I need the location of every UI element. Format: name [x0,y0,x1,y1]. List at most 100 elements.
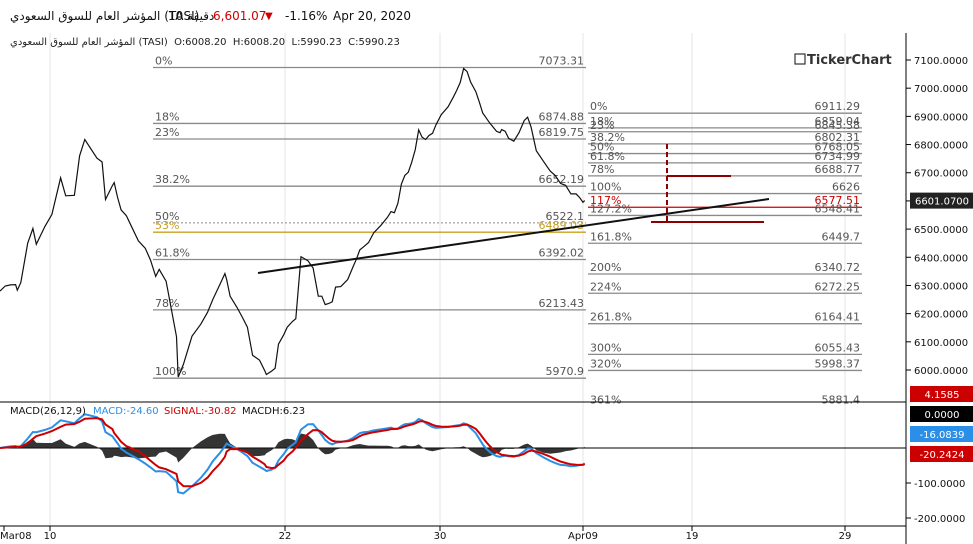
fib2-level-pct: 261.8% [590,311,632,324]
fib2-level-value: 6164.41 [815,311,861,324]
fib2-level-pct: 200% [590,261,621,274]
fib2-level-value: 6272.25 [815,280,861,293]
macd-value-tag-text: -16.0839 [920,430,965,441]
change-percent: -1.16% [285,9,328,23]
fib1-level-pct: 50% [155,210,179,223]
fib2-level-value: 6340.72 [815,261,861,274]
x-tick-label: 22 [279,531,292,542]
interval-label[interactable]: 10 دقيقة [168,9,215,23]
fib1-level-value: 5970.9 [546,365,585,378]
fib2-level-pct: 50% [590,141,614,154]
fib2-level-value: 6688.77 [815,163,861,176]
fib1-level-pct: 53% [155,219,179,232]
x-tick-label: Apr09 [568,531,598,542]
x-tick-label: 19 [686,531,699,542]
x-tick-label: Mar08 [0,531,32,542]
chart-canvas[interactable]: 0% 7073.31 18% 6874.88 23% 6819.75 38.2% 6652.1… [0,33,973,544]
macd-tick-label: -100.0000 [914,479,965,490]
fib1-level-pct: 23% [155,126,179,139]
y-tick-label: 7000.0000 [914,84,968,95]
macd-tick-label: -200.0000 [914,514,965,525]
date-label: Apr 20, 2020 [333,9,412,23]
fib2-level-value: 5881.4 [822,393,861,406]
fib1-level-pct: 18% [155,110,179,123]
fib2-level-pct: 320% [590,357,621,370]
fib1-level-pct: 78% [155,297,179,310]
fib2-level-pct: 224% [590,280,621,293]
fib1-level-value: 6652.19 [539,173,585,186]
fib2-level-pct: 78% [590,163,614,176]
fib2-level-value: 6449.7 [822,230,861,243]
macdh-value: MACDH:6.23 [242,406,305,417]
y-tick-label: 6800.0000 [914,141,968,152]
x-tick-label: 10 [44,531,57,542]
y-tick-label: 6300.0000 [914,281,968,292]
signal-line [0,417,586,488]
macd-title: MACD(26,12,9) [10,406,86,417]
macd-value-tag-text: 4.1585 [925,390,960,401]
fib2-level-pct: 61.8% [590,150,625,163]
fib2-level-value: 6845.38 [815,119,861,132]
y-tick-label: 6000.0000 [914,366,968,377]
price-line [0,67,586,378]
fib1-level-pct: 0% [155,55,172,68]
y-tick-label: 6700.0000 [914,169,968,180]
macd-value-tag-text: 0.0000 [925,410,960,421]
fib2-level-pct: 23% [590,119,614,132]
y-tick-label: 6400.0000 [914,253,968,264]
chart-header: المؤشر العام للسوق السعودي (TASI) 10 دقي… [0,0,973,33]
fib1-level-value: 6874.88 [539,110,585,123]
symbol-name: المؤشر العام للسوق السعودي (TASI) [10,9,200,23]
y-tick-label: 6100.0000 [914,338,968,349]
fib2-level-pct: 161.8% [590,230,632,243]
fib2-level-value: 6911.29 [815,100,861,113]
down-arrow-icon: ▼ [265,11,273,22]
trendline[interactable] [257,198,770,274]
fib1-level-pct: 38.2% [155,173,190,186]
fib2-level-pct: 38.2% [590,131,625,144]
fib2-level-value: 6768.05 [815,141,861,154]
fib1-level-value: 7073.31 [539,55,585,68]
x-tick-label: 29 [839,531,852,542]
fib2-level-value: 5998.37 [815,357,861,370]
fib2-level-pct: 127.2% [590,202,632,215]
last-price: 6,601.07 [213,9,267,23]
fib2-level-pct: 0% [590,100,607,113]
fib2-level-value: 6626 [832,181,860,194]
macd-value-tag [910,446,973,462]
current-price-tag [910,192,973,209]
macd-value-tag-text: -20.2424 [920,450,965,461]
fib1-level-value: 6392.02 [539,247,585,260]
macd-histogram [0,433,585,463]
fib1-level-pct: 61.8% [155,247,190,260]
fib2-level-value: 6802.31 [815,131,861,144]
fib2-level-value: 6859.04 [815,115,861,128]
macd-value: MACD:-24.60 [93,406,159,417]
signal-value: SIGNAL:-30.82 [164,406,237,417]
fib2-level-pct: 117% [590,194,621,207]
fib2-level-value: 6734.99 [815,150,861,163]
tickerchart-logo: TickerChart [794,53,892,68]
macd-line [0,413,586,495]
fib1-level-value: 6819.75 [539,126,585,139]
fib1-level-value: 6213.43 [539,297,585,310]
fib2-level-value: 6055.43 [815,341,861,354]
macd-value-tag [910,426,973,442]
y-tick-label: 6200.0000 [914,310,968,321]
fib2-level-pct: 100% [590,181,621,194]
fib2-level-value: 6577.51 [815,194,861,207]
current-price-tag-text: 6601.0700 [915,197,969,208]
fib2-level-pct: 18% [590,115,614,128]
fib2-level-value: 6548.41 [815,202,861,215]
brand-text: TickerChart [807,53,892,68]
macd-value-tag [910,406,973,422]
fib2-level-pct: 361% [590,393,621,406]
fib2-level-pct: 300% [590,341,621,354]
y-tick-label: 6500.0000 [914,225,968,236]
fib1-level-value: 6522.1 [546,210,585,223]
fib1-level-value: 6489.03 [539,219,585,232]
ohlc-line: المؤشر العام للسوق السعودي (TASI) O:6008… [10,37,400,48]
macd-value-tag [910,386,973,402]
y-tick-label: 7100.0000 [914,56,968,67]
y-tick-label: 6900.0000 [914,112,968,123]
